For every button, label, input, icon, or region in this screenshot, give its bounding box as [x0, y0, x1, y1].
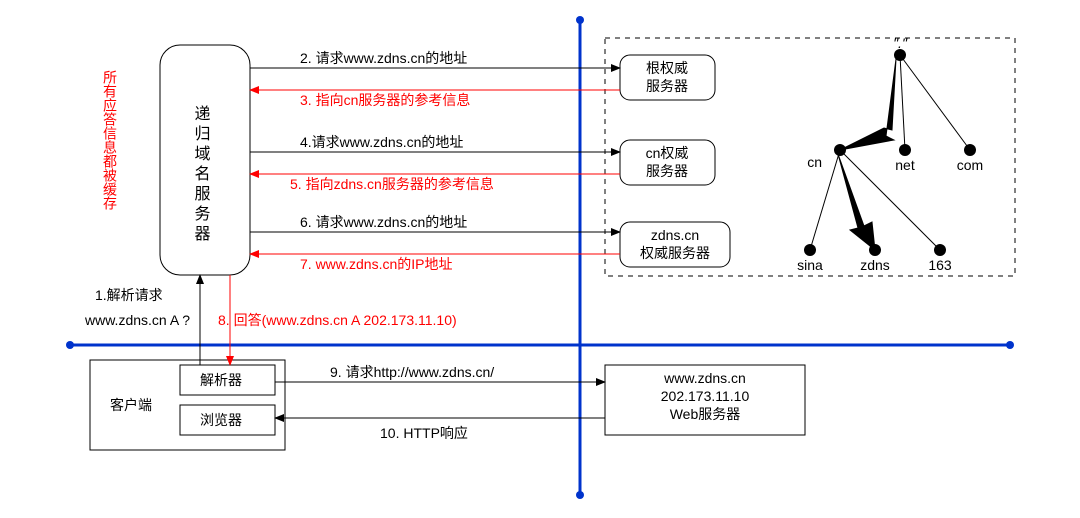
zdns-auth-l1: zdns.cn: [651, 227, 699, 243]
web-line1: www.zdns.cn: [663, 370, 746, 386]
step1-l1: 1.解析请求: [95, 287, 163, 303]
dns-tree: "." cn net com sina zdns 163: [797, 35, 983, 273]
step10: 10. HTTP响应: [380, 425, 468, 441]
step4: 4.请求www.zdns.cn的地址: [300, 134, 463, 150]
recursive-server: 递归域名服务器: [160, 45, 250, 275]
vertical-steps: 1.解析请求 www.zdns.cn A ? 8. 回答(www.zdns.cn…: [84, 275, 457, 365]
step9: 9. 请求http://www.zdns.cn/: [330, 364, 494, 380]
dns-resolution-diagram: 所有应答信息都被缓存 递归域名服务器 客户端 解析器 浏览器 www.zdns.…: [0, 0, 1080, 518]
zdns-auth-l2: 权威服务器: [640, 245, 710, 261]
svg-text:".": ".": [893, 35, 908, 51]
step8: 8. 回答(www.zdns.cn A 202.173.11.10): [218, 312, 457, 328]
client-group: 客户端 解析器 浏览器: [90, 360, 285, 450]
step-arrows: 2. 请求www.zdns.cn的地址 3. 指向cn服务器的参考信息 4.请求…: [250, 50, 620, 441]
tree-sina: sina: [797, 257, 823, 273]
root-auth-l2: 服务器: [646, 78, 688, 94]
root-auth-l1: 根权威: [646, 60, 688, 76]
tree-cn: cn: [807, 154, 822, 170]
web-line3: Web服务器: [670, 406, 741, 422]
cache-note: 所有应答信息都被缓存: [102, 70, 118, 210]
step2: 2. 请求www.zdns.cn的地址: [300, 50, 467, 66]
client-label: 客户端: [110, 397, 152, 413]
tree-163: 163: [928, 257, 952, 273]
tree-zdns: zdns: [860, 257, 890, 273]
step3: 3. 指向cn服务器的参考信息: [300, 92, 470, 108]
step7: 7. www.zdns.cn的IP地址: [300, 256, 453, 272]
browser-label: 浏览器: [200, 412, 242, 428]
tree-com: com: [957, 157, 983, 173]
tree-net: net: [895, 157, 915, 173]
resolver-label: 解析器: [200, 372, 242, 388]
cn-auth-l2: 服务器: [646, 163, 688, 179]
cn-auth-l1: cn权威: [646, 145, 689, 161]
recursive-server-label: 递归域名服务器: [192, 105, 211, 245]
web-server: www.zdns.cn 202.173.11.10 Web服务器: [605, 365, 805, 435]
step6: 6. 请求www.zdns.cn的地址: [300, 214, 467, 230]
step1-l2: www.zdns.cn A ?: [84, 312, 190, 328]
step5: 5. 指向zdns.cn服务器的参考信息: [290, 176, 494, 192]
web-line2: 202.173.11.10: [661, 388, 750, 404]
